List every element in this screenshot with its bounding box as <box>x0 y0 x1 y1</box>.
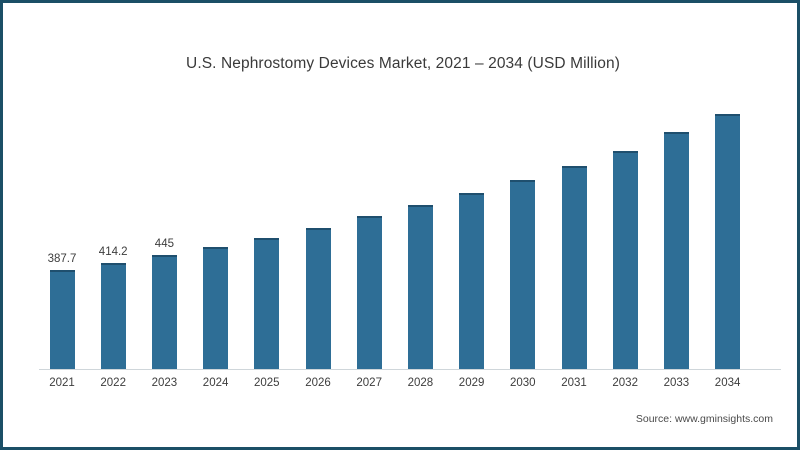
bar-2023[interactable] <box>151 254 177 370</box>
bar-2028[interactable] <box>407 205 433 370</box>
x-tick-label-2032: 2032 <box>612 377 638 389</box>
bar-2021[interactable] <box>49 269 75 370</box>
x-tick-label-2030: 2030 <box>510 377 536 389</box>
bar-2026[interactable] <box>305 228 331 370</box>
x-tick-label-2023: 2023 <box>151 377 178 389</box>
x-tick-label-2025: 2025 <box>254 377 280 389</box>
bar-2025[interactable] <box>254 237 280 370</box>
bar-2033[interactable] <box>663 131 689 370</box>
x-tick-label-2029: 2029 <box>458 377 485 389</box>
chart-title: U.S. Nephrostomy Devices Market, 2021 – … <box>186 55 620 72</box>
source-attribution: Source: www.gminsights.com <box>635 413 773 425</box>
x-tick-label-2024: 2024 <box>202 377 229 389</box>
bar-value-label-2022: 414.2 <box>98 245 128 258</box>
x-tick-label-2033: 2033 <box>663 377 690 389</box>
x-tick-label-2022: 2022 <box>100 377 126 389</box>
bar-2030[interactable] <box>510 179 536 370</box>
bar-2029[interactable] <box>459 192 485 370</box>
x-tick-label-2027: 2027 <box>356 377 382 389</box>
bar-value-label-2023: 445 <box>154 237 174 250</box>
x-tick-label-2026: 2026 <box>305 377 331 389</box>
bar-2032[interactable] <box>612 150 638 370</box>
bar-2024[interactable] <box>203 246 229 370</box>
bar-2031[interactable] <box>561 165 587 370</box>
bar-2027[interactable] <box>356 215 382 370</box>
x-tick-label-2021: 2021 <box>49 377 75 389</box>
plot-area: 387.7 414.2 445 <box>39 98 777 370</box>
bar-2022[interactable] <box>100 262 126 370</box>
bar-2034[interactable] <box>715 113 741 370</box>
bar-value-label-2021: 387.7 <box>47 252 77 265</box>
x-axis-line <box>39 369 781 370</box>
x-tick-label-2031: 2031 <box>561 377 587 389</box>
x-tick-label-2028: 2028 <box>407 377 434 389</box>
x-tick-label-2034: 2034 <box>714 377 741 389</box>
